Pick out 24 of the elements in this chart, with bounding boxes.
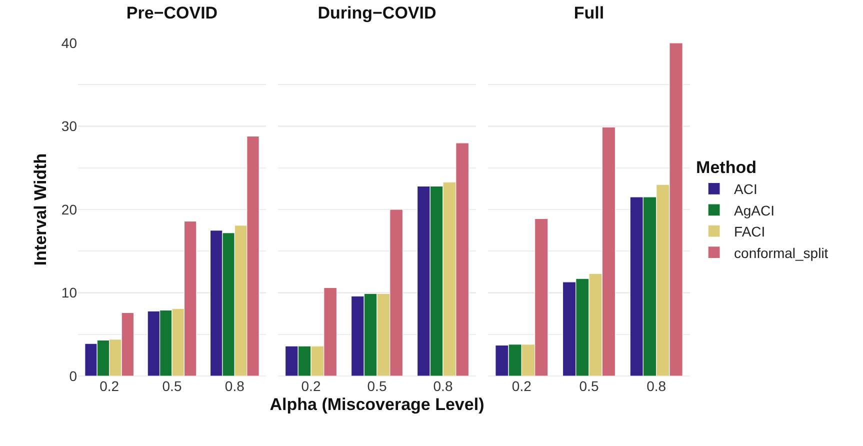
x-tick-label: 0.5 bbox=[367, 378, 387, 394]
legend-label: AgACI bbox=[734, 202, 775, 218]
x-tick-label: 0.8 bbox=[433, 378, 453, 394]
x-tick-label: 0.2 bbox=[301, 378, 321, 394]
chart-title: Full bbox=[574, 4, 604, 23]
x-tick-label: 0.5 bbox=[579, 378, 599, 394]
legend-label: FACI bbox=[734, 224, 766, 240]
legend-label: ACI bbox=[734, 181, 758, 198]
x-tick-label: 0.8 bbox=[646, 378, 666, 394]
y-tick-label: 20 bbox=[61, 201, 78, 218]
chart-title: During−COVID bbox=[318, 4, 436, 23]
y-tick-label: 40 bbox=[61, 34, 78, 51]
x-tick-label: 0.2 bbox=[512, 378, 532, 394]
y-tick-label: 30 bbox=[61, 118, 78, 134]
y-tick-label: 0 bbox=[69, 368, 78, 384]
chart-title: Pre−COVID bbox=[126, 4, 218, 23]
x-tick-label: 0.2 bbox=[100, 378, 120, 394]
y-axis-title: Interval Width bbox=[30, 153, 50, 266]
x-tick-label: 0.8 bbox=[224, 378, 245, 394]
legend-title: Method bbox=[696, 158, 756, 178]
y-tick-label: 10 bbox=[61, 284, 78, 301]
x-axis-title: Alpha (Miscoverage Level) bbox=[268, 395, 486, 415]
legend-label: conformal_split bbox=[734, 244, 828, 261]
x-tick-label: 0.5 bbox=[162, 378, 182, 394]
